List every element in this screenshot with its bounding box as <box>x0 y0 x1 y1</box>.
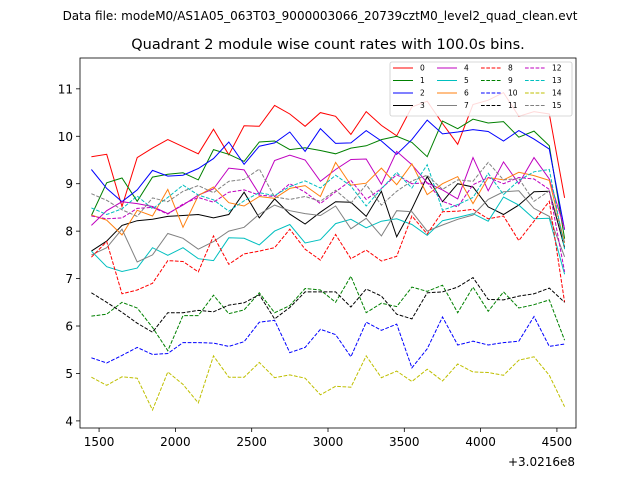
series-line-8 <box>91 200 566 303</box>
legend-label-5: 5 <box>464 76 469 85</box>
series-line-14 <box>91 354 566 412</box>
series-line-15 <box>91 161 566 243</box>
legend-label-6: 6 <box>464 89 469 98</box>
legend-label-2: 2 <box>420 89 425 98</box>
x-tick-label-2000: 2000 <box>160 435 191 449</box>
series-line-10 <box>91 315 565 369</box>
series-line-3 <box>91 175 566 252</box>
series-layer <box>90 91 566 412</box>
legend-label-13: 13 <box>552 76 562 85</box>
plot-frame <box>79 57 577 429</box>
plot-area <box>80 58 576 428</box>
legend-label-15: 15 <box>552 101 562 110</box>
legend-label-7: 7 <box>464 101 469 110</box>
legend-label-4: 4 <box>464 64 469 73</box>
series-line-4 <box>91 150 566 229</box>
x-tick-label-4500: 4500 <box>542 435 573 449</box>
legend-box <box>389 61 573 117</box>
legend-label-11: 11 <box>508 101 518 110</box>
y-tick-label-7: 7 <box>65 272 73 286</box>
axis-layer: 1500 2000 2500 3000 3500 4000 4500 4 5 6 7 8 9 10 11 <box>58 82 572 449</box>
legend-label-0: 0 <box>420 64 425 73</box>
data-file-header: Data file: modeM0/AS1A05_063T03_90000030… <box>63 9 578 23</box>
chart-title: Quadrant 2 module wise count rates with … <box>131 37 525 53</box>
y-tick-label-10: 10 <box>58 130 73 144</box>
y-tick-label-8: 8 <box>65 225 73 239</box>
legend-label-10: 10 <box>508 89 518 98</box>
legend-label-12: 12 <box>552 64 562 73</box>
y-tick-label-9: 9 <box>65 177 73 191</box>
legend-label-3: 3 <box>420 101 425 110</box>
y-tick-label-6: 6 <box>65 320 73 334</box>
x-tick-label-2500: 2500 <box>236 435 267 449</box>
x-tick-label-3000: 3000 <box>313 435 344 449</box>
legend-label-14: 14 <box>552 89 562 98</box>
series-line-9 <box>91 275 566 352</box>
series-line-12 <box>91 174 566 272</box>
x-tick-label-4000: 4000 <box>465 435 496 449</box>
series-line-7 <box>91 190 566 263</box>
x-offset-label: +3.0216e8 <box>508 455 575 469</box>
series-line-1 <box>90 118 566 239</box>
x-tick-label-1500: 1500 <box>84 435 115 449</box>
x-tick-label-3500: 3500 <box>389 435 420 449</box>
y-tick-label-5: 5 <box>65 367 73 381</box>
series-line-2 <box>91 119 566 230</box>
y-tick-label-4: 4 <box>65 414 73 428</box>
legend-label-9: 9 <box>508 76 513 85</box>
series-line-6 <box>91 161 566 244</box>
series-line-11 <box>91 276 565 333</box>
series-line-13 <box>91 163 566 250</box>
legend-label-8: 8 <box>508 64 513 73</box>
y-tick-label-11: 11 <box>58 82 73 96</box>
series-line-5 <box>91 196 566 275</box>
legend-label-1: 1 <box>420 76 425 85</box>
